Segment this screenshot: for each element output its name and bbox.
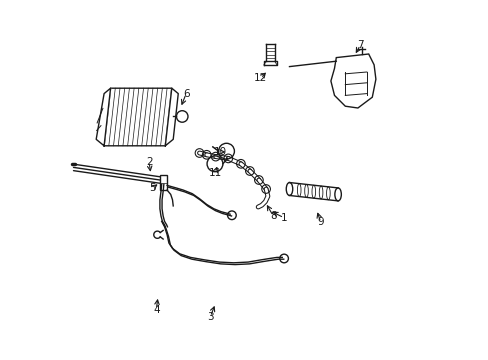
Text: 7: 7 [356, 40, 363, 50]
Text: 8: 8 [269, 211, 276, 221]
Text: 9: 9 [317, 217, 324, 228]
Polygon shape [96, 88, 110, 146]
Text: 10: 10 [213, 147, 226, 157]
Text: 5: 5 [149, 183, 156, 193]
Text: 4: 4 [153, 305, 159, 315]
Text: 2: 2 [145, 157, 152, 167]
Polygon shape [104, 88, 171, 146]
Text: 12: 12 [254, 73, 267, 84]
Text: 6: 6 [183, 89, 189, 99]
Bar [160, 175, 167, 190]
Text: 3: 3 [206, 312, 213, 322]
Text: 11: 11 [208, 168, 221, 178]
Text: 1: 1 [280, 213, 287, 223]
Polygon shape [165, 88, 178, 146]
